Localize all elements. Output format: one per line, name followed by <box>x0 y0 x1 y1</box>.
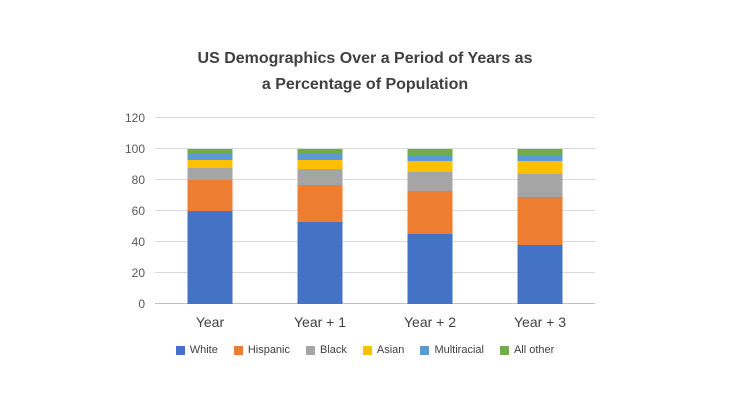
bar-segment-black <box>297 169 343 185</box>
chart-title: US Demographics Over a Period of Years a… <box>0 46 730 98</box>
legend-item-all-other: All other <box>499 344 555 356</box>
y-tick-label: 80 <box>131 173 145 187</box>
bar-column: Year + 2 <box>375 118 485 330</box>
legend-label: Asian <box>376 344 405 356</box>
bar-segment-white <box>297 221 343 304</box>
bar-segment-black <box>517 173 563 198</box>
stacked-bar <box>517 118 563 304</box>
bar-column: Year + 3 <box>485 118 595 330</box>
bar-segment-asian <box>517 161 563 174</box>
bar-segment-black <box>407 172 453 191</box>
bar-segment-hispanic <box>187 180 233 211</box>
bar-column: Year + 1 <box>265 118 375 330</box>
bar-segment-all-other <box>407 149 453 156</box>
y-tick-label: 20 <box>131 266 145 280</box>
legend-swatch-icon <box>420 345 430 355</box>
legend-swatch-icon <box>499 345 509 355</box>
x-tick-label: Year + 1 <box>293 314 347 330</box>
bar-segment-black <box>187 167 233 180</box>
bar-segment-asian <box>187 159 233 168</box>
y-tick-label: 120 <box>124 111 145 125</box>
y-tick-label: 40 <box>131 235 145 249</box>
bar-column: Year <box>155 118 265 330</box>
legend-swatch-icon <box>233 345 243 355</box>
legend-item-asian: Asian <box>362 344 405 356</box>
stacked-bar <box>187 118 233 304</box>
legend-label: All other <box>513 344 555 356</box>
gridline <box>155 148 595 149</box>
gridline <box>155 210 595 211</box>
x-tick-label: Year + 3 <box>513 314 567 330</box>
bar-segment-all-other <box>517 149 563 156</box>
bars-row: Year Year + 1 Year + 2 Year + 3 <box>155 118 595 330</box>
chart-title-line-1: US Demographics Over a Period of Years a… <box>197 50 533 67</box>
x-tick-label: Year <box>195 314 225 330</box>
bar-segment-all-other <box>297 149 343 154</box>
bar-segment-white <box>187 211 233 304</box>
x-tick-label: Year + 2 <box>403 314 457 330</box>
bar-segment-multiracial <box>297 153 343 160</box>
legend-swatch-icon <box>306 345 315 355</box>
bar-segment-multiracial <box>517 155 563 162</box>
legend-item-white: White <box>175 344 218 356</box>
bar-segment-asian <box>407 161 453 173</box>
legend-label: White <box>189 344 218 356</box>
gridline <box>155 179 595 180</box>
legend-swatch-icon <box>362 345 372 355</box>
chart-title-line-2: a Percentage of Population <box>261 76 469 93</box>
y-tick-label: 60 <box>131 204 145 218</box>
legend-label: Black <box>320 344 347 356</box>
gridline <box>155 241 595 242</box>
y-tick-label: 0 <box>138 297 145 311</box>
stacked-bar <box>407 118 453 304</box>
bar-segment-all-other <box>187 149 233 154</box>
bar-segment-hispanic <box>297 184 343 222</box>
legend-label: Hispanic <box>247 344 290 356</box>
bar-segment-hispanic <box>517 197 563 246</box>
bar-segment-white <box>517 245 563 304</box>
legend-item-multiracial: Multiracial <box>420 344 484 356</box>
gridline <box>155 117 595 118</box>
bar-segment-multiracial <box>187 153 233 160</box>
legend-item-hispanic: Hispanic <box>233 344 290 356</box>
gridline <box>155 272 595 273</box>
bar-segment-multiracial <box>407 155 453 162</box>
legend-item-black: Black <box>306 344 347 356</box>
stacked-bar <box>297 118 343 304</box>
y-tick-label: 100 <box>124 142 145 156</box>
plot-area: 0 20 40 60 80 100 120 Year Year + 1 Year + 2 Year … <box>125 111 595 330</box>
bar-segment-asian <box>297 159 343 170</box>
bar-segment-hispanic <box>407 190 453 235</box>
legend: White Hispanic Black Asian Multiracial All ot… <box>0 344 730 356</box>
bar-segment-white <box>407 234 453 304</box>
legend-swatch-icon <box>175 345 185 355</box>
legend-label: Multiracial <box>434 344 484 356</box>
x-axis-line <box>155 303 595 304</box>
